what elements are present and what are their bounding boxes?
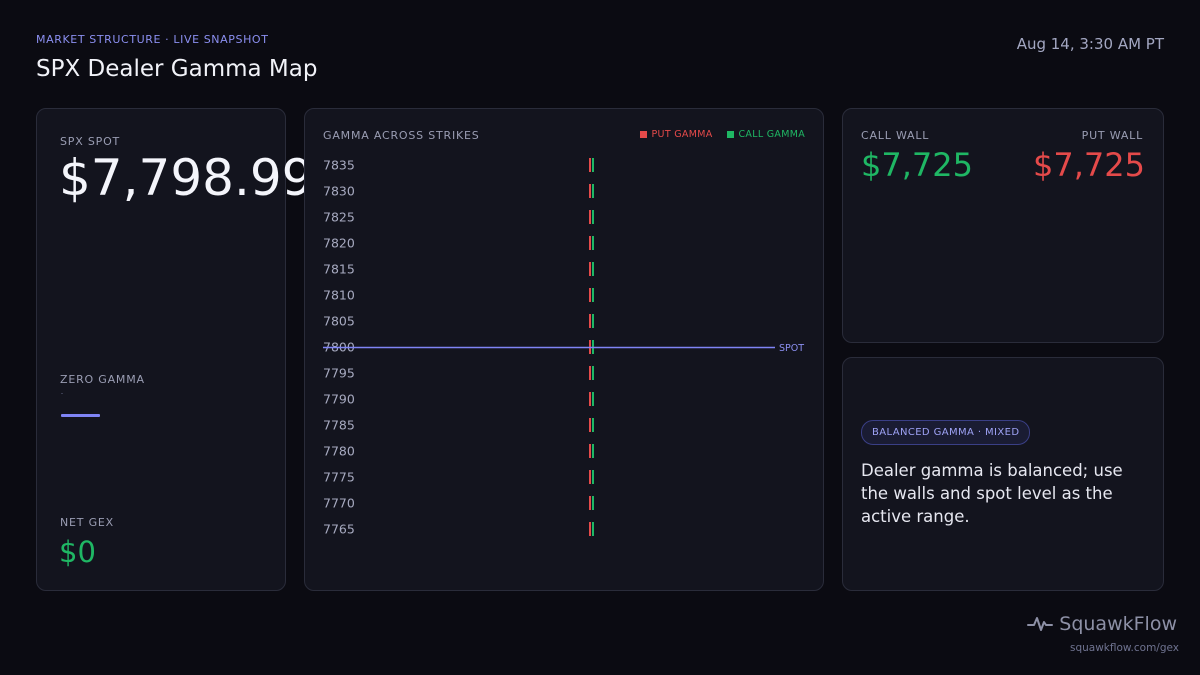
strike-label: 7790 (323, 392, 355, 407)
pulse-icon (1027, 617, 1054, 631)
strike-label: 7805 (323, 314, 355, 329)
brand-name: SquawkFlow (1059, 613, 1177, 635)
regime-card: BALANCED GAMMA · MIXED Dealer gamma is b… (842, 357, 1164, 591)
timestamp: Aug 14, 3:30 AM PT (1016, 35, 1164, 53)
put-swatch (639, 131, 647, 138)
call-gamma-bar (592, 236, 594, 250)
call-gamma-bar (592, 210, 594, 224)
put-gamma-bar (589, 522, 591, 536)
put-gamma-bar (589, 314, 591, 328)
call-gamma-bar (592, 314, 594, 328)
call-gamma-bar (592, 496, 594, 510)
regime-badge: BALANCED GAMMA · MIXED (861, 420, 1031, 445)
call-gamma-bar (592, 444, 594, 458)
call-gamma-bar (592, 158, 594, 172)
zero-gamma-label: ZERO GAMMA (60, 373, 145, 386)
put-gamma-bar (589, 158, 591, 172)
put-gamma-bar (589, 392, 591, 406)
put-gamma-bar (589, 184, 591, 198)
legend-put: PUT GAMMA (639, 129, 713, 140)
put-gamma-bar (589, 210, 591, 224)
spot-tag: SPOT (779, 343, 804, 354)
legend-call-label: CALL GAMMA (738, 129, 805, 140)
walls-card: CALL WALL PUT WALL $7,725 $7,725 (842, 108, 1164, 343)
chart-title: GAMMA ACROSS STRIKES (323, 129, 480, 142)
net-gex-label: NET GEX (60, 516, 115, 529)
call-gamma-bar (592, 522, 594, 536)
put-gamma-bar (589, 288, 591, 302)
put-gamma-bar (589, 470, 591, 484)
put-gamma-bar (589, 236, 591, 250)
call-gamma-bar (592, 262, 594, 276)
call-wall-label: CALL WALL (861, 129, 930, 142)
put-gamma-bar (589, 496, 591, 510)
gamma-chart-card: GAMMA ACROSS STRIKES PUT GAMMA CALL GAMM… (304, 108, 824, 591)
legend-call: CALL GAMMA (726, 129, 806, 140)
call-gamma-bar (592, 288, 594, 302)
call-gamma-bar (592, 184, 594, 198)
brand-url: squawkflow.com/gex (1069, 642, 1179, 654)
strike-label: 7830 (323, 184, 355, 199)
strike-label: 7765 (323, 522, 355, 537)
call-gamma-bar (592, 418, 594, 432)
strike-label: 7780 (323, 444, 355, 459)
metrics-card: SPX SPOT $7,798.99 ZERO GAMMA NET GEX $0 (36, 108, 313, 591)
strike-label: 7785 (323, 418, 355, 433)
strike-label: 7795 (323, 366, 355, 381)
zero-gamma-dash (61, 414, 100, 417)
call-wall-value: $7,725 (861, 146, 973, 184)
sparkline-placeholder (61, 393, 63, 394)
call-gamma-bar (592, 366, 594, 380)
call-gamma-bar (592, 392, 594, 406)
legend-put-label: PUT GAMMA (651, 129, 713, 140)
strike-label: 7810 (323, 288, 355, 303)
net-gex-value: $0 (59, 535, 96, 569)
strike-label: 7815 (323, 262, 355, 277)
strike-label: 7770 (323, 496, 355, 511)
call-gamma-bar (592, 470, 594, 484)
regime-text: Dealer gamma is balanced; use the walls … (861, 461, 1123, 526)
call-swatch (726, 131, 734, 138)
put-wall-label: PUT WALL (1081, 129, 1143, 142)
strike-label: 7835 (323, 158, 355, 173)
put-gamma-bar (589, 418, 591, 432)
eyebrow-label: MARKET STRUCTURE · LIVE SNAPSHOT (36, 33, 269, 46)
brand-logo: SquawkFlow (1027, 613, 1177, 635)
spot-label: SPX SPOT (60, 135, 121, 148)
page-title: SPX Dealer Gamma Map (36, 56, 318, 82)
strike-label: 7775 (323, 470, 355, 485)
spot-value: $7,798.99 (59, 149, 314, 207)
put-gamma-bar (589, 444, 591, 458)
put-gamma-bar (589, 262, 591, 276)
strike-label: 7820 (323, 236, 355, 251)
strike-label: 7825 (323, 210, 355, 225)
put-gamma-bar (589, 366, 591, 380)
put-wall-value: $7,725 (1033, 146, 1145, 184)
chart-legend: PUT GAMMA CALL GAMMA (639, 129, 806, 140)
